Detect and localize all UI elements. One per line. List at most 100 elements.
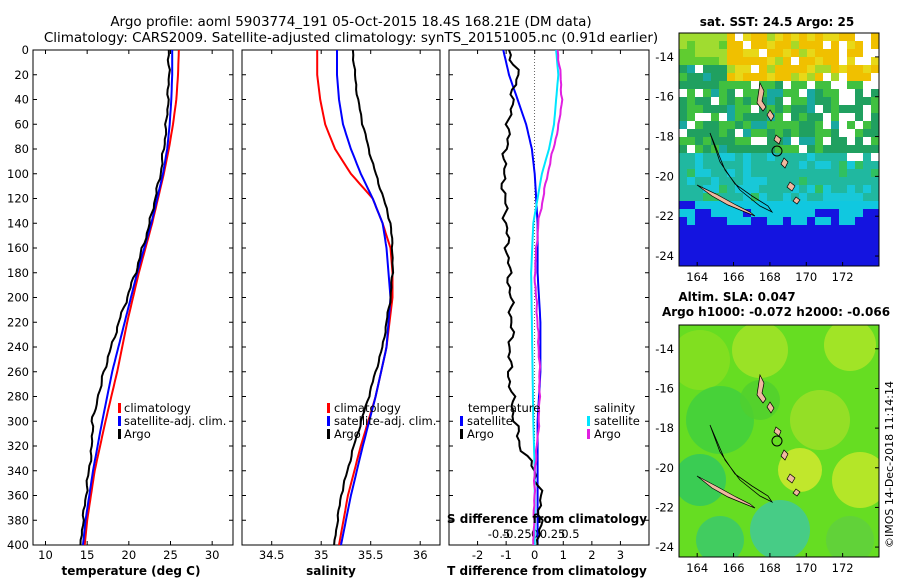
difference-legend-s-satellite-swatch bbox=[587, 416, 590, 426]
sla-map-x-tick-label: 166 bbox=[723, 561, 745, 575]
sla-map-x-ticks: 164 166 168 170 172 bbox=[686, 553, 854, 575]
sst-map-cell bbox=[815, 193, 823, 201]
sst-map-cell bbox=[807, 137, 815, 145]
sst-map-y-tick-label: -24 bbox=[655, 249, 674, 263]
sst-map-cell bbox=[831, 57, 839, 65]
sst-map-cell bbox=[679, 49, 687, 57]
sst-map-cell bbox=[743, 129, 751, 137]
sst-map-cell bbox=[775, 177, 783, 185]
sla-map-y-ticks: -14 -16 -18 -20 -22 -24 bbox=[655, 342, 879, 554]
sst-map-cell bbox=[791, 65, 799, 73]
sst-map-cell bbox=[679, 97, 687, 105]
sst-map-cell bbox=[751, 185, 759, 193]
sst-map-cell bbox=[791, 49, 799, 57]
sst-map-cell bbox=[783, 129, 791, 137]
sst-map-cell bbox=[799, 145, 807, 153]
sst-map-cell bbox=[847, 177, 855, 185]
sst-map-cell bbox=[759, 169, 767, 177]
sst-map-cell bbox=[743, 249, 751, 257]
sst-map-cell bbox=[775, 65, 783, 73]
sst-map-cell bbox=[711, 177, 719, 185]
sst-map-cell bbox=[855, 241, 863, 249]
sst-map-cell bbox=[703, 233, 711, 241]
sst-map-y-tick-label: -16 bbox=[655, 90, 674, 104]
sst-map-cell bbox=[743, 65, 751, 73]
sst-map-cell bbox=[759, 137, 767, 145]
difference-legend-temperature: temperature satellite Argo bbox=[460, 401, 540, 441]
sst-map-cell bbox=[735, 161, 743, 169]
sst-map-cell bbox=[863, 121, 871, 129]
sst-map-cell bbox=[847, 209, 855, 217]
temperature-x-tick-label: 20 bbox=[122, 548, 137, 562]
temperature-x-tick-label: 10 bbox=[38, 548, 53, 562]
sst-map-cell bbox=[863, 65, 871, 73]
sst-map-cell bbox=[767, 49, 775, 57]
sst-map-cell bbox=[687, 121, 695, 129]
sst-map-cell bbox=[719, 169, 727, 177]
sst-map-cell bbox=[695, 209, 703, 217]
sst-map-cell bbox=[767, 121, 775, 129]
sst-map-cell bbox=[735, 257, 743, 265]
sst-map-cell bbox=[735, 81, 743, 89]
sst-map-cell bbox=[727, 113, 735, 121]
sst-map-x-tick-label: 170 bbox=[795, 270, 817, 284]
sla-map-y-tick-label: -16 bbox=[655, 381, 674, 395]
difference-lines bbox=[500, 49, 564, 546]
sst-map-cell bbox=[831, 129, 839, 137]
sst-map-cell bbox=[767, 105, 775, 113]
sst-map-cell bbox=[703, 217, 711, 225]
sst-map-cell bbox=[759, 249, 767, 257]
pressure-tick-label: 280 bbox=[7, 390, 29, 404]
sst-map-cell bbox=[751, 121, 759, 129]
figure-title-line2: Climatology: CARS2009. Satellite-adjuste… bbox=[44, 30, 658, 46]
salinity-lines bbox=[316, 49, 395, 546]
sst-map-cell bbox=[719, 97, 727, 105]
sst-map-cell bbox=[863, 129, 871, 137]
sst-map-cell bbox=[703, 177, 711, 185]
sst-map-cell bbox=[719, 113, 727, 121]
sst-map-cell bbox=[727, 177, 735, 185]
sst-map-cell bbox=[871, 137, 879, 145]
sst-map-cell bbox=[719, 145, 727, 153]
sst-map-cell bbox=[783, 209, 791, 217]
sst-map-cell bbox=[839, 113, 847, 121]
sst-map-cell bbox=[735, 177, 743, 185]
sst-map-cell bbox=[695, 153, 703, 161]
sst-map-cell bbox=[863, 41, 871, 49]
sst-map-cell bbox=[871, 81, 879, 89]
sst-map-cell bbox=[775, 113, 783, 121]
pressure-tick-label: 360 bbox=[7, 489, 29, 503]
salinity-panel-frame bbox=[241, 49, 441, 546]
sst-map-cell bbox=[823, 153, 831, 161]
sst-map-cell bbox=[783, 241, 791, 249]
sst-map-cell bbox=[831, 209, 839, 217]
sst-map-cell bbox=[679, 185, 687, 193]
sst-map-cell bbox=[831, 217, 839, 225]
sst-map-cell bbox=[847, 193, 855, 201]
temperature-legend-climatology-swatch bbox=[118, 403, 121, 413]
sst-map-cell bbox=[703, 97, 711, 105]
sst-map-cell bbox=[735, 145, 743, 153]
sst-map-cell bbox=[687, 33, 695, 41]
sst-map-cell bbox=[695, 49, 703, 57]
sst-map-cell bbox=[751, 49, 759, 57]
sst-map-cell bbox=[735, 209, 743, 217]
sst-map-cell bbox=[783, 225, 791, 233]
sst-map-cell bbox=[823, 113, 831, 121]
sst-map-cell bbox=[791, 129, 799, 137]
sst-map-cell bbox=[839, 105, 847, 113]
sst-map-cell bbox=[695, 105, 703, 113]
sst-map-cell bbox=[751, 177, 759, 185]
sst-map-cell bbox=[703, 185, 711, 193]
sst-map-cell bbox=[871, 33, 879, 41]
sst-map-cell bbox=[711, 161, 719, 169]
sst-map-cell bbox=[831, 249, 839, 257]
sst-map-cell bbox=[871, 97, 879, 105]
sst-map-cell bbox=[719, 241, 727, 249]
sst-map-cell bbox=[823, 193, 831, 201]
sst-map-cell bbox=[687, 89, 695, 97]
sst-map-cell bbox=[863, 249, 871, 257]
difference-x-tick-label: 1 bbox=[560, 548, 567, 562]
sst-map-cell bbox=[807, 193, 815, 201]
sst-map-cell bbox=[839, 57, 847, 65]
